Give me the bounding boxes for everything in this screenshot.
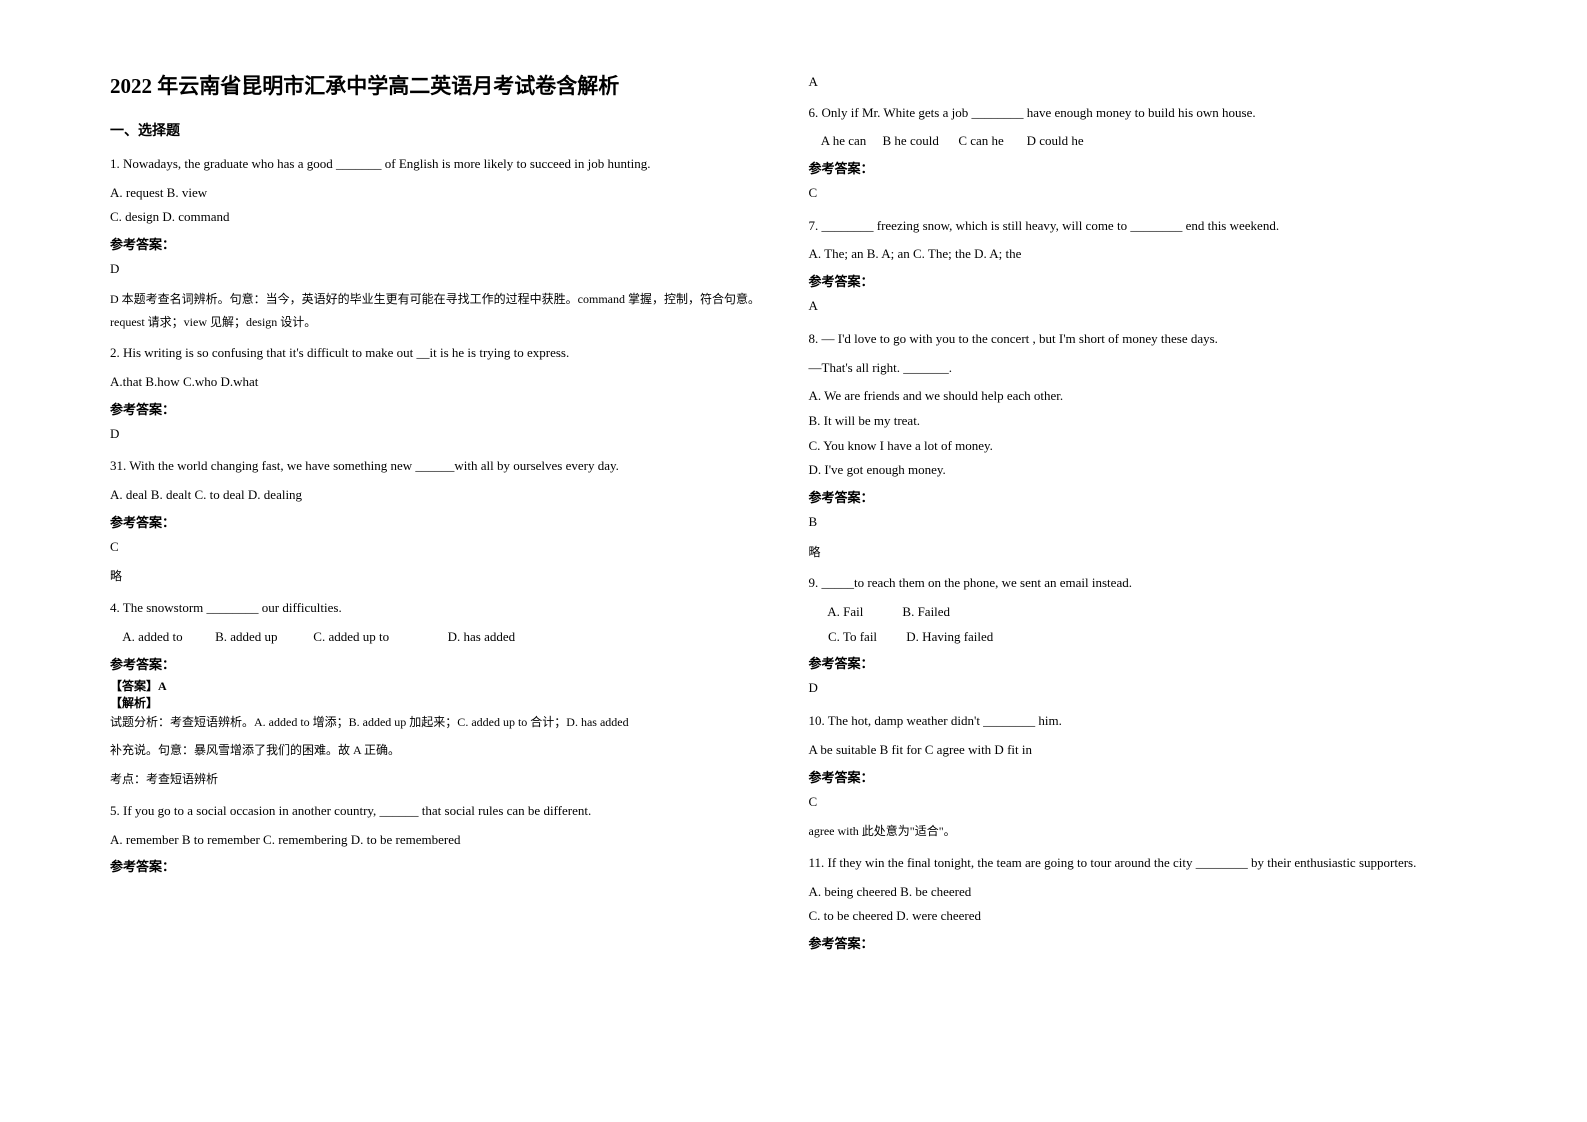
question-option-a: A. We are friends and we should help eac… bbox=[809, 384, 1478, 409]
question-options: A. The; an B. A; an C. The; the D. A; th… bbox=[809, 242, 1478, 267]
answer-text: D bbox=[809, 676, 1478, 701]
question-text: 8. — I'd love to go with you to the conc… bbox=[809, 327, 1478, 352]
question-text: 31. With the world changing fast, we hav… bbox=[110, 454, 779, 479]
question-8: 8. — I'd love to go with you to the conc… bbox=[809, 327, 1478, 564]
explanation-text: 试题分析：考查短语辨析。A. added to 增添；B. added up 加… bbox=[110, 711, 779, 734]
question-options: C. design D. command bbox=[110, 205, 779, 230]
question-text: 11. If they win the final tonight, the t… bbox=[809, 851, 1478, 876]
left-column: 2022 年云南省昆明市汇承中学高二英语月考试卷含解析 一、选择题 1. Now… bbox=[95, 70, 794, 1092]
question-options: A. being cheered B. be cheered bbox=[809, 880, 1478, 905]
explain-bracket-label: 【解析】 bbox=[110, 694, 779, 711]
question-4: 4. The snowstorm ________ our difficulti… bbox=[110, 596, 779, 791]
answer-label: 参考答案： bbox=[809, 653, 1478, 672]
answer-label: 参考答案： bbox=[110, 512, 779, 531]
question-options: C. to be cheered D. were cheered bbox=[809, 904, 1478, 929]
question-6: 6. Only if Mr. White gets a job ________… bbox=[809, 101, 1478, 206]
answer-text: A bbox=[809, 70, 1478, 95]
question-1: 1. Nowadays, the graduate who has a good… bbox=[110, 152, 779, 333]
question-5: 5. If you go to a social occasion in ano… bbox=[110, 799, 779, 875]
question-options: A he can B he could C can he D could he bbox=[809, 129, 1478, 154]
question-text: 5. If you go to a social occasion in ano… bbox=[110, 799, 779, 824]
question-10: 10. The hot, damp weather didn't _______… bbox=[809, 709, 1478, 843]
explanation-text: D 本题考查名词辨析。句意：当今，英语好的毕业生更有可能在寻找工作的过程中获胜。… bbox=[110, 288, 779, 334]
answer-text: C bbox=[809, 790, 1478, 815]
answer-text: B bbox=[809, 510, 1478, 535]
question-11: 11. If they win the final tonight, the t… bbox=[809, 851, 1478, 952]
question-text: 10. The hot, damp weather didn't _______… bbox=[809, 709, 1478, 734]
answer-text: D bbox=[110, 422, 779, 447]
question-option-b: B. It will be my treat. bbox=[809, 409, 1478, 434]
question-line: —That's all right. _______. bbox=[809, 356, 1478, 381]
explanation-text: agree with 此处意为"适合"。 bbox=[809, 820, 1478, 843]
answer-label: 参考答案： bbox=[110, 399, 779, 418]
question-option-d: D. I've got enough money. bbox=[809, 458, 1478, 483]
question-2: 2. His writing is so confusing that it's… bbox=[110, 341, 779, 446]
explanation-text: 略 bbox=[110, 565, 779, 588]
question-options: C. To fail D. Having failed bbox=[809, 625, 1478, 650]
explanation-text: 考点：考查短语辨析 bbox=[110, 768, 779, 791]
answer-text: C bbox=[110, 535, 779, 560]
right-column: A 6. Only if Mr. White gets a job ______… bbox=[794, 70, 1493, 1092]
answer-label: 参考答案： bbox=[110, 654, 779, 673]
answer-label: 参考答案： bbox=[809, 767, 1478, 786]
question-options: A. added to B. added up C. added up to D… bbox=[110, 625, 779, 650]
question-options: A. remember B to remember C. remembering… bbox=[110, 828, 779, 853]
question-text: 9. _____to reach them on the phone, we s… bbox=[809, 571, 1478, 596]
question-options: A.that B.how C.who D.what bbox=[110, 370, 779, 395]
question-options: A. Fail B. Failed bbox=[809, 600, 1478, 625]
question-9: 9. _____to reach them on the phone, we s… bbox=[809, 571, 1478, 701]
question-text: 2. His writing is so confusing that it's… bbox=[110, 341, 779, 366]
question-7: 7. ________ freezing snow, which is stil… bbox=[809, 214, 1478, 319]
question-option-c: C. You know I have a lot of money. bbox=[809, 434, 1478, 459]
answer-bracket-label: 【答案】A bbox=[110, 677, 779, 694]
answer-label: 参考答案： bbox=[809, 933, 1478, 952]
answer-text: D bbox=[110, 257, 779, 282]
document-title: 2022 年云南省昆明市汇承中学高二英语月考试卷含解析 bbox=[110, 70, 779, 100]
section-heading: 一、选择题 bbox=[110, 120, 779, 140]
question-text: 4. The snowstorm ________ our difficulti… bbox=[110, 596, 779, 621]
answer-label: 参考答案： bbox=[110, 856, 779, 875]
explanation-text: 略 bbox=[809, 541, 1478, 564]
answer-label: 参考答案： bbox=[809, 158, 1478, 177]
question-text: 7. ________ freezing snow, which is stil… bbox=[809, 214, 1478, 239]
question-options: A. request B. view bbox=[110, 181, 779, 206]
explanation-text: 补充说。句意：暴风雪增添了我们的困难。故 A 正确。 bbox=[110, 739, 779, 762]
answer-label: 参考答案： bbox=[110, 234, 779, 253]
answer-label: 参考答案： bbox=[809, 487, 1478, 506]
question-text: 1. Nowadays, the graduate who has a good… bbox=[110, 152, 779, 177]
answer-text: C bbox=[809, 181, 1478, 206]
question-3: 31. With the world changing fast, we hav… bbox=[110, 454, 779, 588]
question-options: A. deal B. dealt C. to deal D. dealing bbox=[110, 483, 779, 508]
question-text: 6. Only if Mr. White gets a job ________… bbox=[809, 101, 1478, 126]
answer-label: 参考答案： bbox=[809, 271, 1478, 290]
question-options: A be suitable B fit for C agree with D f… bbox=[809, 738, 1478, 763]
answer-text: A bbox=[809, 294, 1478, 319]
